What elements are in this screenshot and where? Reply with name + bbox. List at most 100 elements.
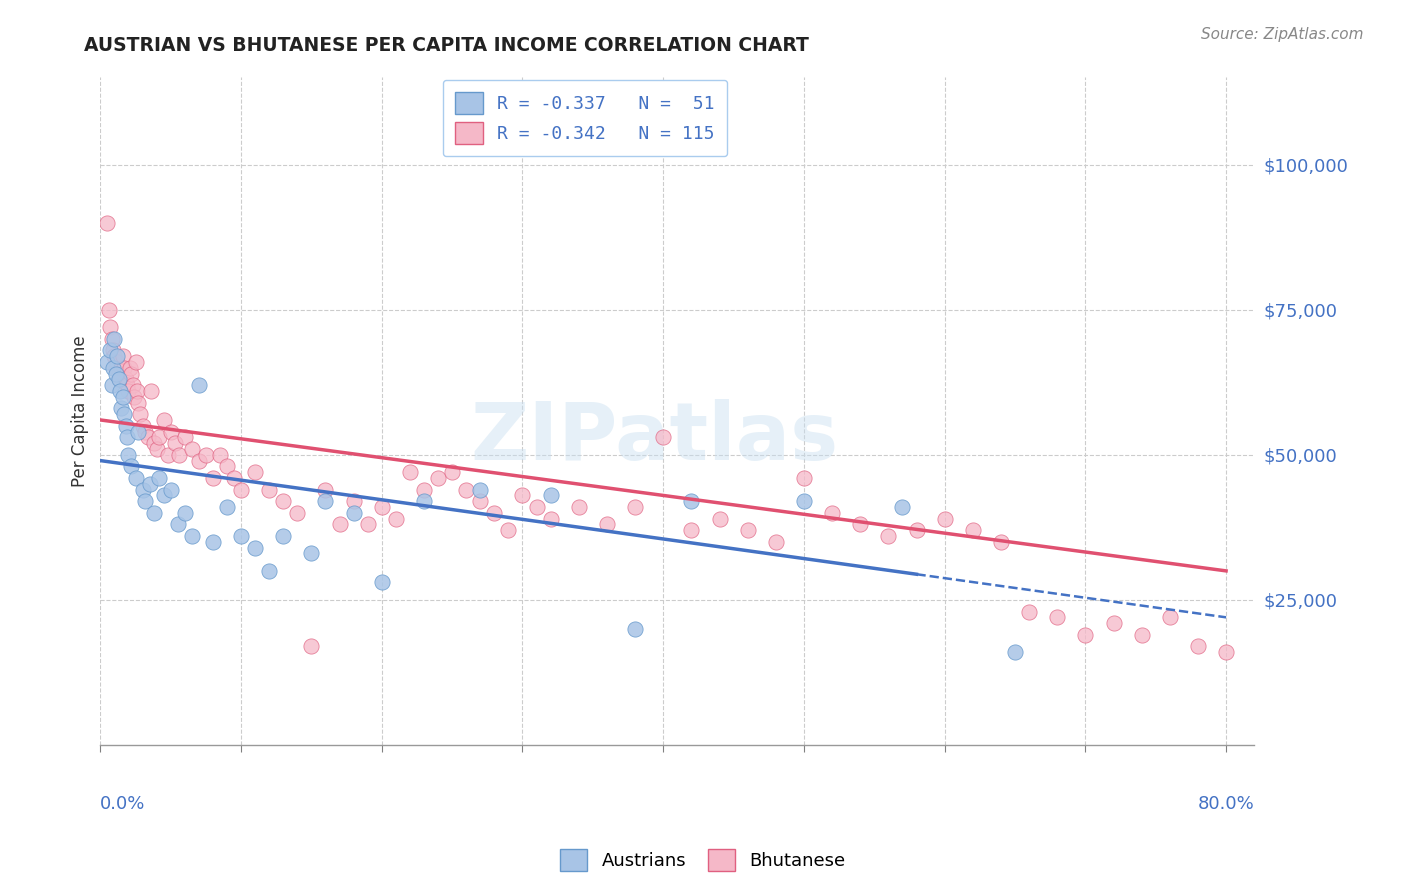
Point <box>849 517 872 532</box>
Point <box>194 448 217 462</box>
Point <box>98 320 121 334</box>
Point <box>108 372 131 386</box>
Point <box>114 372 136 386</box>
Point <box>127 395 149 409</box>
Point <box>793 494 815 508</box>
Point <box>526 500 548 514</box>
Point <box>131 483 153 497</box>
Point <box>112 407 135 421</box>
Point <box>104 360 127 375</box>
Point <box>122 390 145 404</box>
Text: AUSTRIAN VS BHUTANESE PER CAPITA INCOME CORRELATION CHART: AUSTRIAN VS BHUTANESE PER CAPITA INCOME … <box>84 36 810 54</box>
Point <box>114 418 136 433</box>
Point <box>222 471 245 485</box>
Point <box>127 425 149 439</box>
Point <box>357 517 380 532</box>
Point <box>315 483 337 497</box>
Point <box>299 546 322 560</box>
Point <box>120 459 142 474</box>
Point <box>229 483 252 497</box>
Point <box>104 367 127 381</box>
Point <box>180 442 202 456</box>
Point <box>117 384 139 398</box>
Point <box>243 541 266 555</box>
Point <box>145 442 167 456</box>
Point <box>156 448 179 462</box>
Point <box>180 529 202 543</box>
Text: 0.0%: 0.0% <box>100 795 146 814</box>
Point <box>128 407 150 421</box>
Point <box>371 575 394 590</box>
Point <box>343 506 366 520</box>
Point <box>891 500 914 514</box>
Point <box>470 483 492 497</box>
Point <box>167 448 190 462</box>
Point <box>905 523 928 537</box>
Point <box>934 511 956 525</box>
Point <box>1046 610 1069 624</box>
Point <box>821 506 844 520</box>
Point <box>765 534 787 549</box>
Point <box>681 523 703 537</box>
Point <box>201 534 224 549</box>
Point <box>1018 605 1040 619</box>
Point <box>1159 610 1181 624</box>
Point <box>413 483 436 497</box>
Point <box>134 425 156 439</box>
Point <box>877 529 900 543</box>
Point <box>96 355 118 369</box>
Point <box>111 349 134 363</box>
Point <box>201 471 224 485</box>
Point <box>1187 640 1209 654</box>
Point <box>166 517 188 532</box>
Point <box>112 360 135 375</box>
Point <box>456 483 478 497</box>
Point <box>136 430 159 444</box>
Point <box>427 471 450 485</box>
Point <box>962 523 984 537</box>
Point <box>96 216 118 230</box>
Point <box>139 384 162 398</box>
Point <box>285 506 308 520</box>
Point <box>1074 628 1097 642</box>
Point <box>540 511 562 525</box>
Text: Source: ZipAtlas.com: Source: ZipAtlas.com <box>1201 27 1364 42</box>
Point <box>371 500 394 514</box>
Y-axis label: Per Capita Income: Per Capita Income <box>72 335 89 487</box>
Point <box>187 378 209 392</box>
Point <box>159 483 181 497</box>
Point <box>271 529 294 543</box>
Point <box>111 390 134 404</box>
Point <box>652 430 675 444</box>
Point <box>441 465 464 479</box>
Point <box>117 448 139 462</box>
Point <box>134 494 156 508</box>
Point <box>484 506 506 520</box>
Point <box>624 500 647 514</box>
Point <box>681 494 703 508</box>
Point <box>1004 645 1026 659</box>
Point <box>229 529 252 543</box>
Point <box>124 355 146 369</box>
Point <box>105 349 128 363</box>
Point <box>498 523 520 537</box>
Point <box>343 494 366 508</box>
Point <box>120 367 142 381</box>
Point <box>568 500 591 514</box>
Point <box>110 401 132 416</box>
Point <box>215 500 238 514</box>
Point <box>108 384 131 398</box>
Point <box>107 372 129 386</box>
Point <box>125 384 148 398</box>
Point <box>243 465 266 479</box>
Point <box>1130 628 1153 642</box>
Point <box>110 360 132 375</box>
Point <box>329 517 352 532</box>
Point <box>148 471 170 485</box>
Point <box>152 413 174 427</box>
Point <box>187 453 209 467</box>
Text: ZIPatlas: ZIPatlas <box>470 399 838 477</box>
Point <box>512 488 534 502</box>
Legend: R = -0.337   N =  51, R = -0.342   N = 115: R = -0.337 N = 51, R = -0.342 N = 115 <box>443 79 727 156</box>
Point <box>315 494 337 508</box>
